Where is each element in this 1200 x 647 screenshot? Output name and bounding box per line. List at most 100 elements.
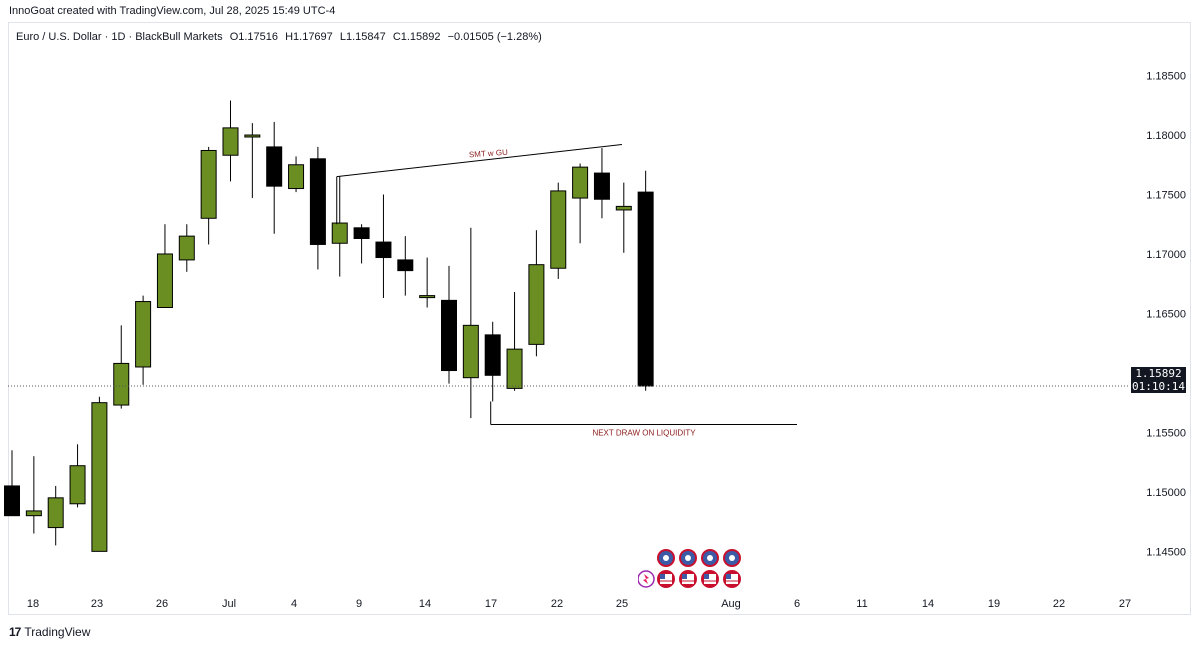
x-tick-label: 27 [1119,598,1131,610]
candle[interactable] [4,450,20,517]
y-tick-label: 1.17500 [1146,189,1186,201]
x-tick-label: 6 [794,598,800,610]
x-tick-label: 23 [91,598,103,610]
y-tick-label: 1.15000 [1146,487,1186,499]
candle[interactable] [47,485,64,546]
candle[interactable] [266,121,283,234]
candle[interactable] [135,295,152,385]
chart-caption: InnoGoat created with TradingView.com, J… [9,5,336,17]
candle[interactable] [375,194,392,298]
candle-body [69,465,86,505]
x-tick-label: 22 [1053,598,1065,610]
candle[interactable] [309,146,326,270]
candle-body [550,190,567,269]
candle-body [637,191,654,387]
candle[interactable] [331,176,348,277]
candle[interactable] [397,236,414,296]
candle-body [4,485,20,517]
y-tick-label: 1.17000 [1146,249,1186,261]
x-tick-label: Aug [721,598,741,610]
candle-body [528,264,545,345]
ohlc-low: L1.15847 [339,31,386,43]
x-tick-label: 14 [419,598,431,610]
candle[interactable] [222,100,239,182]
candle-body [506,348,523,389]
brand-name: TradingView [24,625,91,639]
x-tick-label: 11 [856,598,867,610]
candle-body [309,158,326,245]
candle-body [222,127,239,156]
candle[interactable] [156,224,173,308]
candle[interactable] [550,182,567,279]
chart-frame [8,22,1191,615]
candle-body [375,241,392,259]
candle-body [462,324,479,379]
candle[interactable] [288,156,305,193]
smt-label: SMT w GU [469,148,509,160]
x-tick-label: 18 [27,598,39,610]
candle[interactable] [69,444,86,508]
candle[interactable] [113,325,130,409]
candle[interactable] [178,224,195,272]
candle[interactable] [25,456,42,534]
last-price-value: 1.15892 [1135,367,1182,380]
x-tick-label: 22 [551,598,563,610]
candle[interactable] [462,227,479,419]
candle-body [615,205,632,211]
candle-body [244,134,261,138]
symbol-name: Euro / U.S. Dollar · 1D · BlackBull Mark… [16,31,223,43]
candle[interactable] [200,146,217,245]
candle[interactable] [244,123,261,199]
candle[interactable] [528,230,545,357]
candle-body [156,253,173,308]
indicator-icons[interactable] [638,548,748,590]
candle-body [331,222,348,244]
calendar-flag-icons-row [638,570,741,588]
bar-countdown: 01:10:14 [1132,380,1185,393]
x-tick-label: 4 [291,598,297,610]
us-flag-icons-row [657,549,741,567]
x-tick-label: 25 [616,598,628,610]
ohlc-open: O1.17516 [229,31,279,43]
candle[interactable] [593,148,610,219]
candle[interactable] [353,224,370,264]
smt-trend-line[interactable] [336,144,623,178]
candle-body [288,164,305,190]
candle-body [441,299,457,372]
x-tick-label: Jul [222,598,236,610]
candle-body [593,172,610,200]
candle-body [397,259,414,272]
candle[interactable] [506,292,523,391]
symbol-info: Euro / U.S. Dollar · 1D · BlackBull Mark… [16,31,546,43]
candle[interactable] [441,265,457,384]
candle[interactable] [91,396,108,552]
candle[interactable] [572,163,589,244]
ohlc-close: C1.15892 [392,31,441,43]
x-tick-label: 17 [485,598,497,610]
candle-body [266,146,283,187]
ohlc-high: H1.17697 [285,31,333,43]
tradingview-logo-icon: 17 [9,625,21,639]
last-price-tag: 1.15892 01:10:14 [1131,367,1186,393]
candle-body [200,149,217,219]
tradingview-brand[interactable]: 17 TradingView [9,625,90,639]
x-tick-label: 19 [988,598,1000,610]
candle-body [484,334,501,376]
candle-body [178,235,195,261]
candle-body [91,402,108,552]
candle[interactable] [637,170,654,391]
candle-body [353,227,370,240]
y-tick-label: 1.15500 [1146,427,1186,439]
candle-body [572,166,589,199]
liquidity-label: NEXT DRAW ON LIQUIDITY [592,428,696,437]
candle[interactable] [484,321,501,402]
y-tick-label: 1.18500 [1146,71,1186,83]
candle[interactable] [419,257,436,308]
y-tick-label: 1.16500 [1146,308,1186,320]
candle-body [47,497,64,529]
x-tick-label: 26 [156,598,168,610]
candle[interactable] [615,182,632,253]
candle-body [419,295,436,299]
candle-body [113,362,130,406]
